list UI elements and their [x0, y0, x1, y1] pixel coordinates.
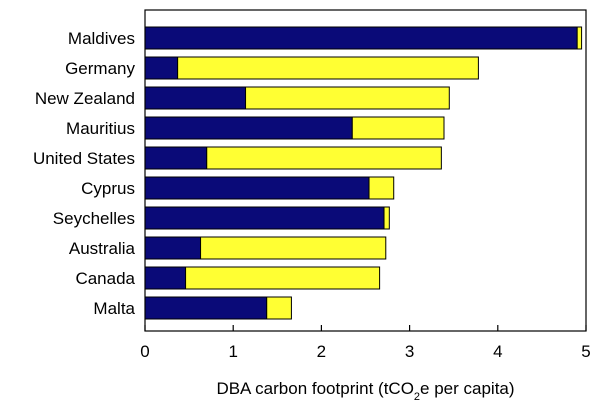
category-label: New Zealand [35, 89, 135, 108]
bar-segment-2 [266, 296, 292, 320]
category-label: Germany [65, 59, 135, 78]
category-label: Seychelles [53, 209, 135, 228]
bar-segment-1 [144, 26, 578, 50]
category-label: Canada [75, 269, 135, 288]
plot-frame [144, 9, 587, 332]
category-label: United States [33, 149, 135, 168]
bar-segment-2 [206, 146, 442, 170]
bar-segment-1 [144, 176, 370, 200]
category-label: Mauritius [66, 119, 135, 138]
bar-segment-2 [576, 26, 583, 50]
bar-segment-2 [245, 86, 450, 110]
bar-segment-1 [144, 296, 268, 320]
bars-layer [144, 26, 583, 320]
bar-segment-2 [200, 236, 387, 260]
x-tick-label: 0 [140, 342, 149, 361]
category-labels: Maldives Germany New Zealand Mauritius Unite… [33, 29, 136, 318]
x-tick-label: 2 [317, 342, 326, 361]
x-tick-label: 4 [493, 342, 502, 361]
x-axis-title: DBA carbon footprint (tCO2e per capita) [216, 379, 514, 403]
x-axis-title-sub: 2 [414, 391, 420, 403]
bar-segment-2 [177, 56, 479, 80]
bar-segment-1 [144, 56, 179, 80]
category-label: Malta [93, 299, 135, 318]
bar-segment-1 [144, 116, 353, 140]
bar-segment-2 [185, 266, 381, 290]
bar-segment-2 [383, 206, 390, 230]
x-axis-title-pre: DBA carbon footprint (tCO [216, 379, 413, 398]
category-label: Maldives [68, 29, 135, 48]
bar-segment-2 [351, 116, 445, 140]
bar-segment-1 [144, 86, 247, 110]
x-tick-label: 1 [228, 342, 237, 361]
x-tick-label: 3 [405, 342, 414, 361]
bar-segment-1 [144, 266, 187, 290]
bar-segment-1 [144, 206, 385, 230]
category-label: Australia [69, 239, 136, 258]
bar-segment-2 [368, 176, 395, 200]
bar-segment-1 [144, 236, 202, 260]
x-axis-ticks: 0 1 2 3 4 5 [140, 325, 591, 361]
bar-segment-1 [144, 146, 208, 170]
x-axis-title-post: e per capita) [420, 379, 515, 398]
category-label: Cyprus [81, 179, 135, 198]
x-tick-label: 5 [581, 342, 590, 361]
